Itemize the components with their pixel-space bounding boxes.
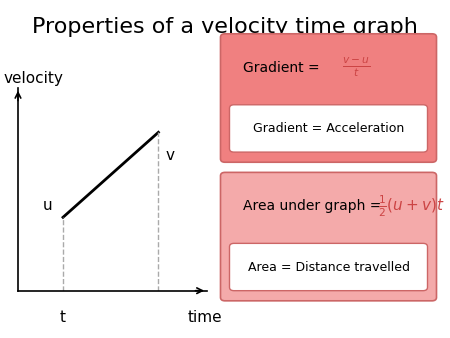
Text: $\frac{1}{2}(u+v)t$: $\frac{1}{2}(u+v)t$ — [378, 193, 445, 219]
Text: v: v — [166, 148, 175, 163]
Text: Gradient = Acceleration: Gradient = Acceleration — [253, 122, 404, 135]
Text: velocity: velocity — [4, 71, 63, 86]
FancyBboxPatch shape — [220, 172, 436, 301]
Text: Area under graph =: Area under graph = — [243, 199, 386, 213]
Text: time: time — [188, 310, 222, 325]
Text: Properties of a velocity time graph: Properties of a velocity time graph — [32, 17, 418, 37]
FancyBboxPatch shape — [230, 243, 428, 291]
FancyBboxPatch shape — [220, 34, 436, 162]
FancyBboxPatch shape — [230, 105, 428, 152]
Text: u: u — [43, 198, 52, 213]
Text: t: t — [60, 310, 66, 325]
Text: Area = Distance travelled: Area = Distance travelled — [248, 261, 410, 273]
Text: $\frac{v-u}{t}$: $\frac{v-u}{t}$ — [342, 56, 370, 79]
Text: Gradient =: Gradient = — [243, 61, 324, 75]
